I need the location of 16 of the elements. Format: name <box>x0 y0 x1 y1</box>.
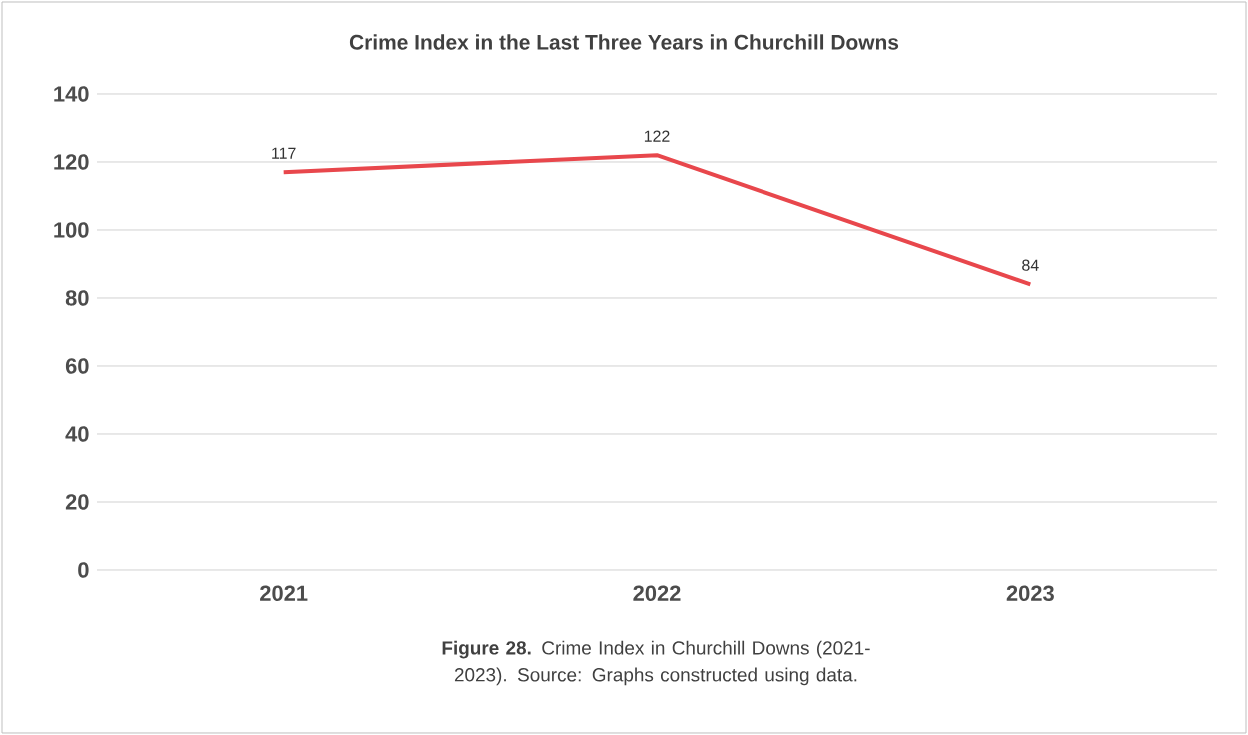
data-label: 117 <box>272 147 296 159</box>
y-tick-label: 80 <box>65 290 89 306</box>
y-tick-label: 40 <box>65 426 89 442</box>
y-tick-label: 20 <box>65 494 89 510</box>
y-tick-label: 60 <box>65 358 89 374</box>
x-tick-label: 2022 <box>633 585 681 602</box>
data-label: 122 <box>644 130 670 142</box>
text: Figure 28. Crime Index in Churchill Downs (2021-2023). Source: Graphs constructed using data. <box>442 640 870 686</box>
x-tick-label: 2023 <box>1006 585 1054 602</box>
y-tick-label: 140 <box>54 86 89 102</box>
y-tick-label: 120 <box>54 154 89 170</box>
y-tick-label: 0 <box>78 562 89 578</box>
chart-title: Crime Index in the Last Three Years in Churchill Downs <box>349 34 899 50</box>
y-tick-label: 100 <box>54 222 89 238</box>
x-tick-label: 2021 <box>260 585 308 602</box>
data-label: 84 <box>1022 259 1039 271</box>
